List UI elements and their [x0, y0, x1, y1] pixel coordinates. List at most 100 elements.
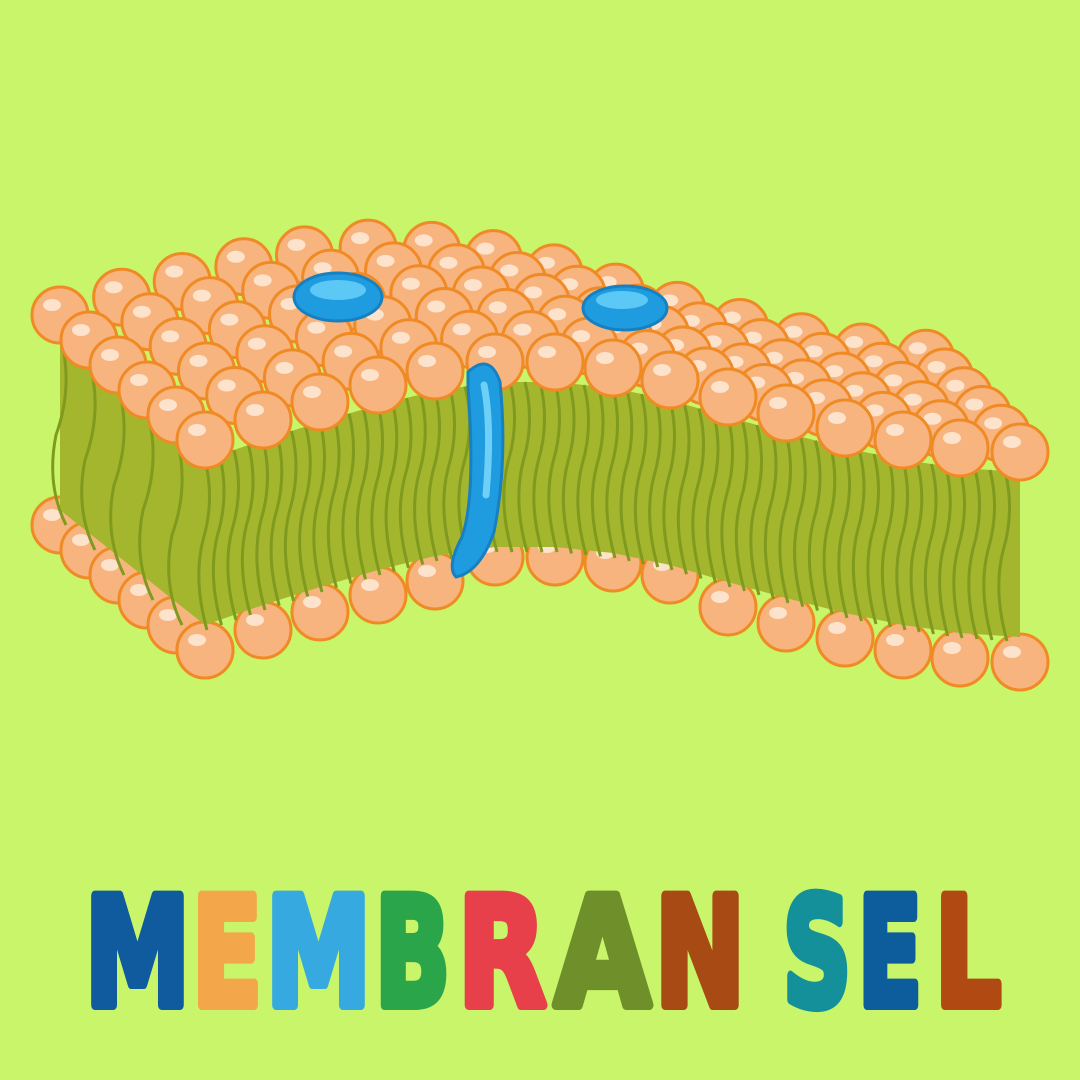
- lipid-head: [756, 383, 816, 443]
- lipid-highlight: [275, 361, 294, 374]
- tail: [413, 394, 427, 565]
- lipid-highlight: [548, 308, 567, 321]
- tail: [590, 386, 605, 557]
- tail: [442, 388, 456, 560]
- tail: [226, 449, 240, 621]
- lipid-highlight: [524, 286, 543, 299]
- tail: [676, 403, 691, 575]
- lipid-head: [175, 410, 235, 470]
- tail: [619, 390, 634, 562]
- lipid-head: [525, 332, 585, 392]
- tail: [793, 436, 807, 608]
- lipid-highlight: [476, 242, 495, 255]
- tail: [952, 467, 966, 639]
- tail: [909, 461, 924, 633]
- lipid-highlight: [188, 634, 206, 646]
- lipid-highlight: [825, 365, 844, 378]
- lipid-head: [348, 355, 408, 415]
- tail: [167, 434, 184, 626]
- lipid-head: [873, 410, 933, 470]
- lipid-highlight: [132, 305, 151, 318]
- tail: [938, 465, 952, 637]
- tail: [341, 413, 355, 584]
- protein-shine: [596, 291, 648, 309]
- lipid-highlight: [307, 321, 326, 334]
- lipid-highlight: [334, 345, 353, 358]
- tail: [384, 401, 399, 572]
- tail: [355, 408, 370, 580]
- tail: [705, 412, 720, 584]
- lipid-highlight: [804, 345, 823, 358]
- lipid-highlight: [217, 379, 236, 392]
- tail: [312, 421, 326, 593]
- tail: [807, 440, 822, 611]
- lipid-highlight: [984, 417, 1003, 430]
- lipid-highlight: [303, 596, 321, 608]
- tail: [633, 393, 648, 565]
- lipid-head: [290, 372, 350, 432]
- lipid-highlight: [828, 412, 846, 424]
- lipid-highlight: [1003, 646, 1021, 658]
- tail: [269, 435, 284, 606]
- tail: [691, 408, 705, 579]
- tail: [895, 459, 909, 631]
- tail: [547, 381, 561, 553]
- tail: [326, 417, 341, 589]
- lipid-highlight: [101, 349, 119, 361]
- title-letter: S: [783, 867, 851, 1041]
- tail: [211, 454, 226, 626]
- lipid-highlight: [965, 398, 984, 411]
- lipid-highlight: [427, 300, 446, 313]
- lipid-highlight: [130, 584, 148, 596]
- tail: [967, 468, 981, 640]
- lipid-highlight: [188, 424, 206, 436]
- tail: [51, 334, 68, 526]
- title-letter: E: [858, 867, 922, 1041]
- lipid-highlight: [161, 330, 180, 343]
- tail: [605, 387, 619, 559]
- lipid-highlight: [72, 534, 90, 546]
- lipid-head: [405, 341, 465, 401]
- lipid-highlight: [376, 254, 395, 267]
- lipid-highlight: [101, 559, 119, 571]
- tail: [561, 383, 576, 554]
- lipid-highlight: [743, 331, 762, 344]
- lipid-highlight: [246, 614, 264, 626]
- lipid-highlight: [711, 381, 729, 393]
- title-letter: M: [266, 867, 371, 1041]
- lipid-highlight: [43, 509, 61, 521]
- lipid-highlight: [943, 642, 961, 654]
- title-letter: E: [192, 867, 262, 1041]
- tail: [138, 409, 155, 601]
- tail: [749, 424, 763, 596]
- title-letter: A: [555, 867, 650, 1041]
- tail: [398, 397, 413, 569]
- tail: [763, 428, 778, 600]
- lipid-highlight: [828, 622, 846, 634]
- lipid-highlight: [903, 393, 922, 406]
- lipid-highlight: [401, 277, 420, 290]
- tail: [880, 456, 895, 628]
- tail: [778, 432, 792, 604]
- lipid-head: [815, 398, 875, 458]
- lipid-head: [583, 338, 643, 398]
- lipid-highlight: [313, 262, 332, 275]
- tail: [923, 463, 938, 635]
- tail: [837, 447, 851, 619]
- lipid-highlight: [130, 374, 148, 386]
- tail: [982, 469, 996, 641]
- tail: [502, 381, 516, 553]
- lipid-highlight: [538, 346, 556, 358]
- tail: [370, 404, 384, 576]
- title-letter: L: [935, 867, 1001, 1041]
- lipid-head: [990, 422, 1050, 482]
- tail: [822, 443, 837, 615]
- tail: [576, 384, 590, 556]
- lipid-highlight: [303, 386, 321, 398]
- tail: [255, 439, 269, 611]
- lipid-highlight: [886, 424, 904, 436]
- lipid-highlight: [43, 299, 61, 311]
